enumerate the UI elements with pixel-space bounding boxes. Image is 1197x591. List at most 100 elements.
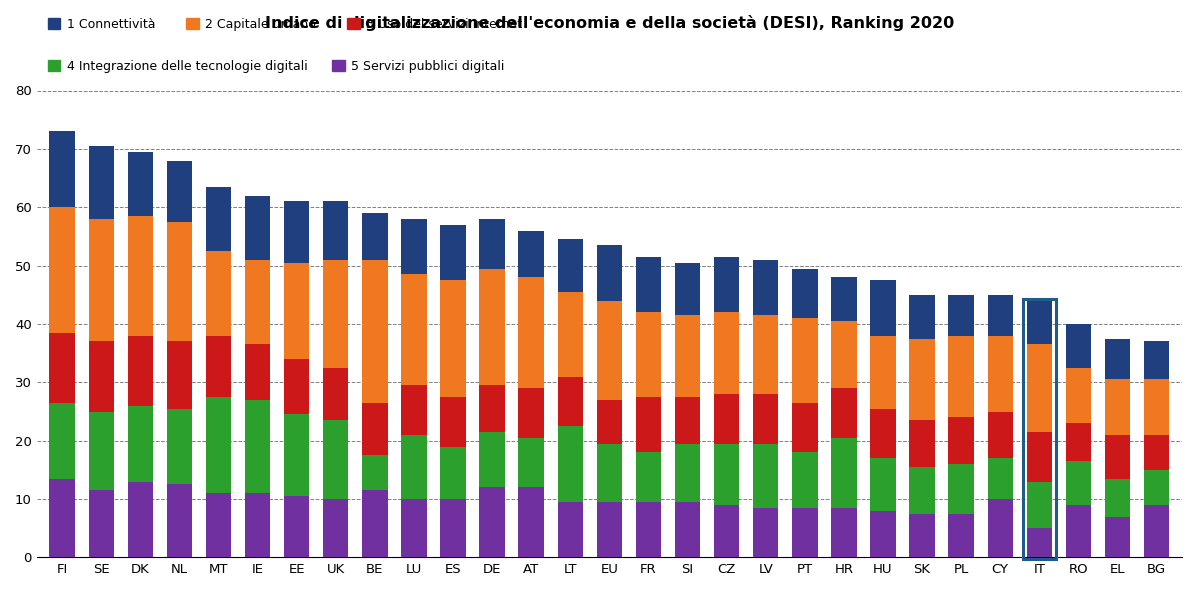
Bar: [284, 262, 309, 359]
Bar: [166, 222, 192, 342]
Legend: 4 Integrazione delle tecnologie digitali, 5 Servizi pubblici digitali: 4 Integrazione delle tecnologie digitali…: [43, 55, 510, 78]
Bar: [128, 336, 153, 405]
Bar: [1105, 339, 1130, 379]
Bar: [910, 514, 935, 557]
Bar: [792, 452, 818, 508]
Bar: [713, 505, 740, 557]
Bar: [831, 388, 857, 438]
Bar: [49, 207, 75, 333]
Bar: [831, 438, 857, 508]
Bar: [988, 499, 1013, 557]
Bar: [1144, 342, 1169, 379]
Bar: [870, 458, 895, 511]
Bar: [636, 257, 661, 312]
Bar: [1027, 528, 1052, 557]
Bar: [753, 508, 778, 557]
Bar: [518, 230, 543, 277]
Bar: [206, 187, 231, 251]
Bar: [363, 455, 388, 491]
Bar: [792, 508, 818, 557]
Bar: [988, 458, 1013, 499]
Bar: [1027, 432, 1052, 482]
Bar: [1065, 368, 1092, 423]
Bar: [49, 131, 75, 207]
Bar: [128, 152, 153, 216]
Bar: [675, 502, 700, 557]
Bar: [675, 315, 700, 397]
Bar: [988, 411, 1013, 458]
Bar: [245, 493, 271, 557]
Bar: [206, 397, 231, 493]
Bar: [1065, 461, 1092, 505]
Bar: [166, 408, 192, 485]
Bar: [284, 496, 309, 557]
Bar: [753, 444, 778, 508]
Bar: [363, 213, 388, 260]
Bar: [1027, 301, 1052, 345]
Bar: [1144, 435, 1169, 470]
Bar: [948, 336, 974, 417]
Bar: [323, 202, 348, 260]
Bar: [636, 452, 661, 502]
Bar: [558, 376, 583, 426]
Bar: [558, 426, 583, 502]
Bar: [1105, 479, 1130, 517]
Bar: [596, 400, 622, 444]
Bar: [128, 216, 153, 336]
Bar: [401, 274, 426, 385]
Bar: [89, 219, 114, 342]
Bar: [870, 408, 895, 458]
Bar: [440, 397, 466, 447]
Bar: [988, 295, 1013, 336]
Bar: [284, 359, 309, 414]
Bar: [401, 499, 426, 557]
Bar: [636, 502, 661, 557]
Bar: [792, 318, 818, 403]
Bar: [440, 225, 466, 280]
Bar: [1105, 435, 1130, 479]
Bar: [1144, 470, 1169, 505]
Bar: [480, 219, 505, 268]
Bar: [49, 403, 75, 479]
Bar: [401, 219, 426, 274]
Bar: [1105, 517, 1130, 557]
Bar: [401, 435, 426, 499]
Bar: [910, 420, 935, 467]
Bar: [89, 491, 114, 557]
Bar: [948, 295, 974, 336]
Bar: [245, 260, 271, 345]
Bar: [910, 295, 935, 339]
Bar: [870, 511, 895, 557]
Bar: [1065, 423, 1092, 461]
Bar: [323, 499, 348, 557]
Bar: [206, 251, 231, 336]
Bar: [948, 514, 974, 557]
Bar: [166, 342, 192, 408]
Bar: [245, 345, 271, 400]
Bar: [948, 417, 974, 464]
Bar: [753, 260, 778, 315]
Bar: [870, 280, 895, 336]
Bar: [713, 257, 740, 312]
Bar: [128, 405, 153, 482]
Bar: [831, 508, 857, 557]
Bar: [1065, 324, 1092, 368]
Bar: [440, 447, 466, 499]
Bar: [910, 339, 935, 420]
Bar: [636, 397, 661, 452]
Bar: [1105, 379, 1130, 435]
Bar: [363, 403, 388, 455]
Bar: [753, 394, 778, 444]
Bar: [518, 438, 543, 488]
Bar: [675, 444, 700, 502]
Bar: [480, 432, 505, 488]
Bar: [910, 467, 935, 514]
Bar: [480, 488, 505, 557]
Bar: [596, 502, 622, 557]
Bar: [558, 292, 583, 376]
Bar: [518, 388, 543, 438]
Bar: [245, 196, 271, 260]
Bar: [245, 400, 271, 493]
Bar: [558, 239, 583, 292]
Bar: [89, 342, 114, 411]
